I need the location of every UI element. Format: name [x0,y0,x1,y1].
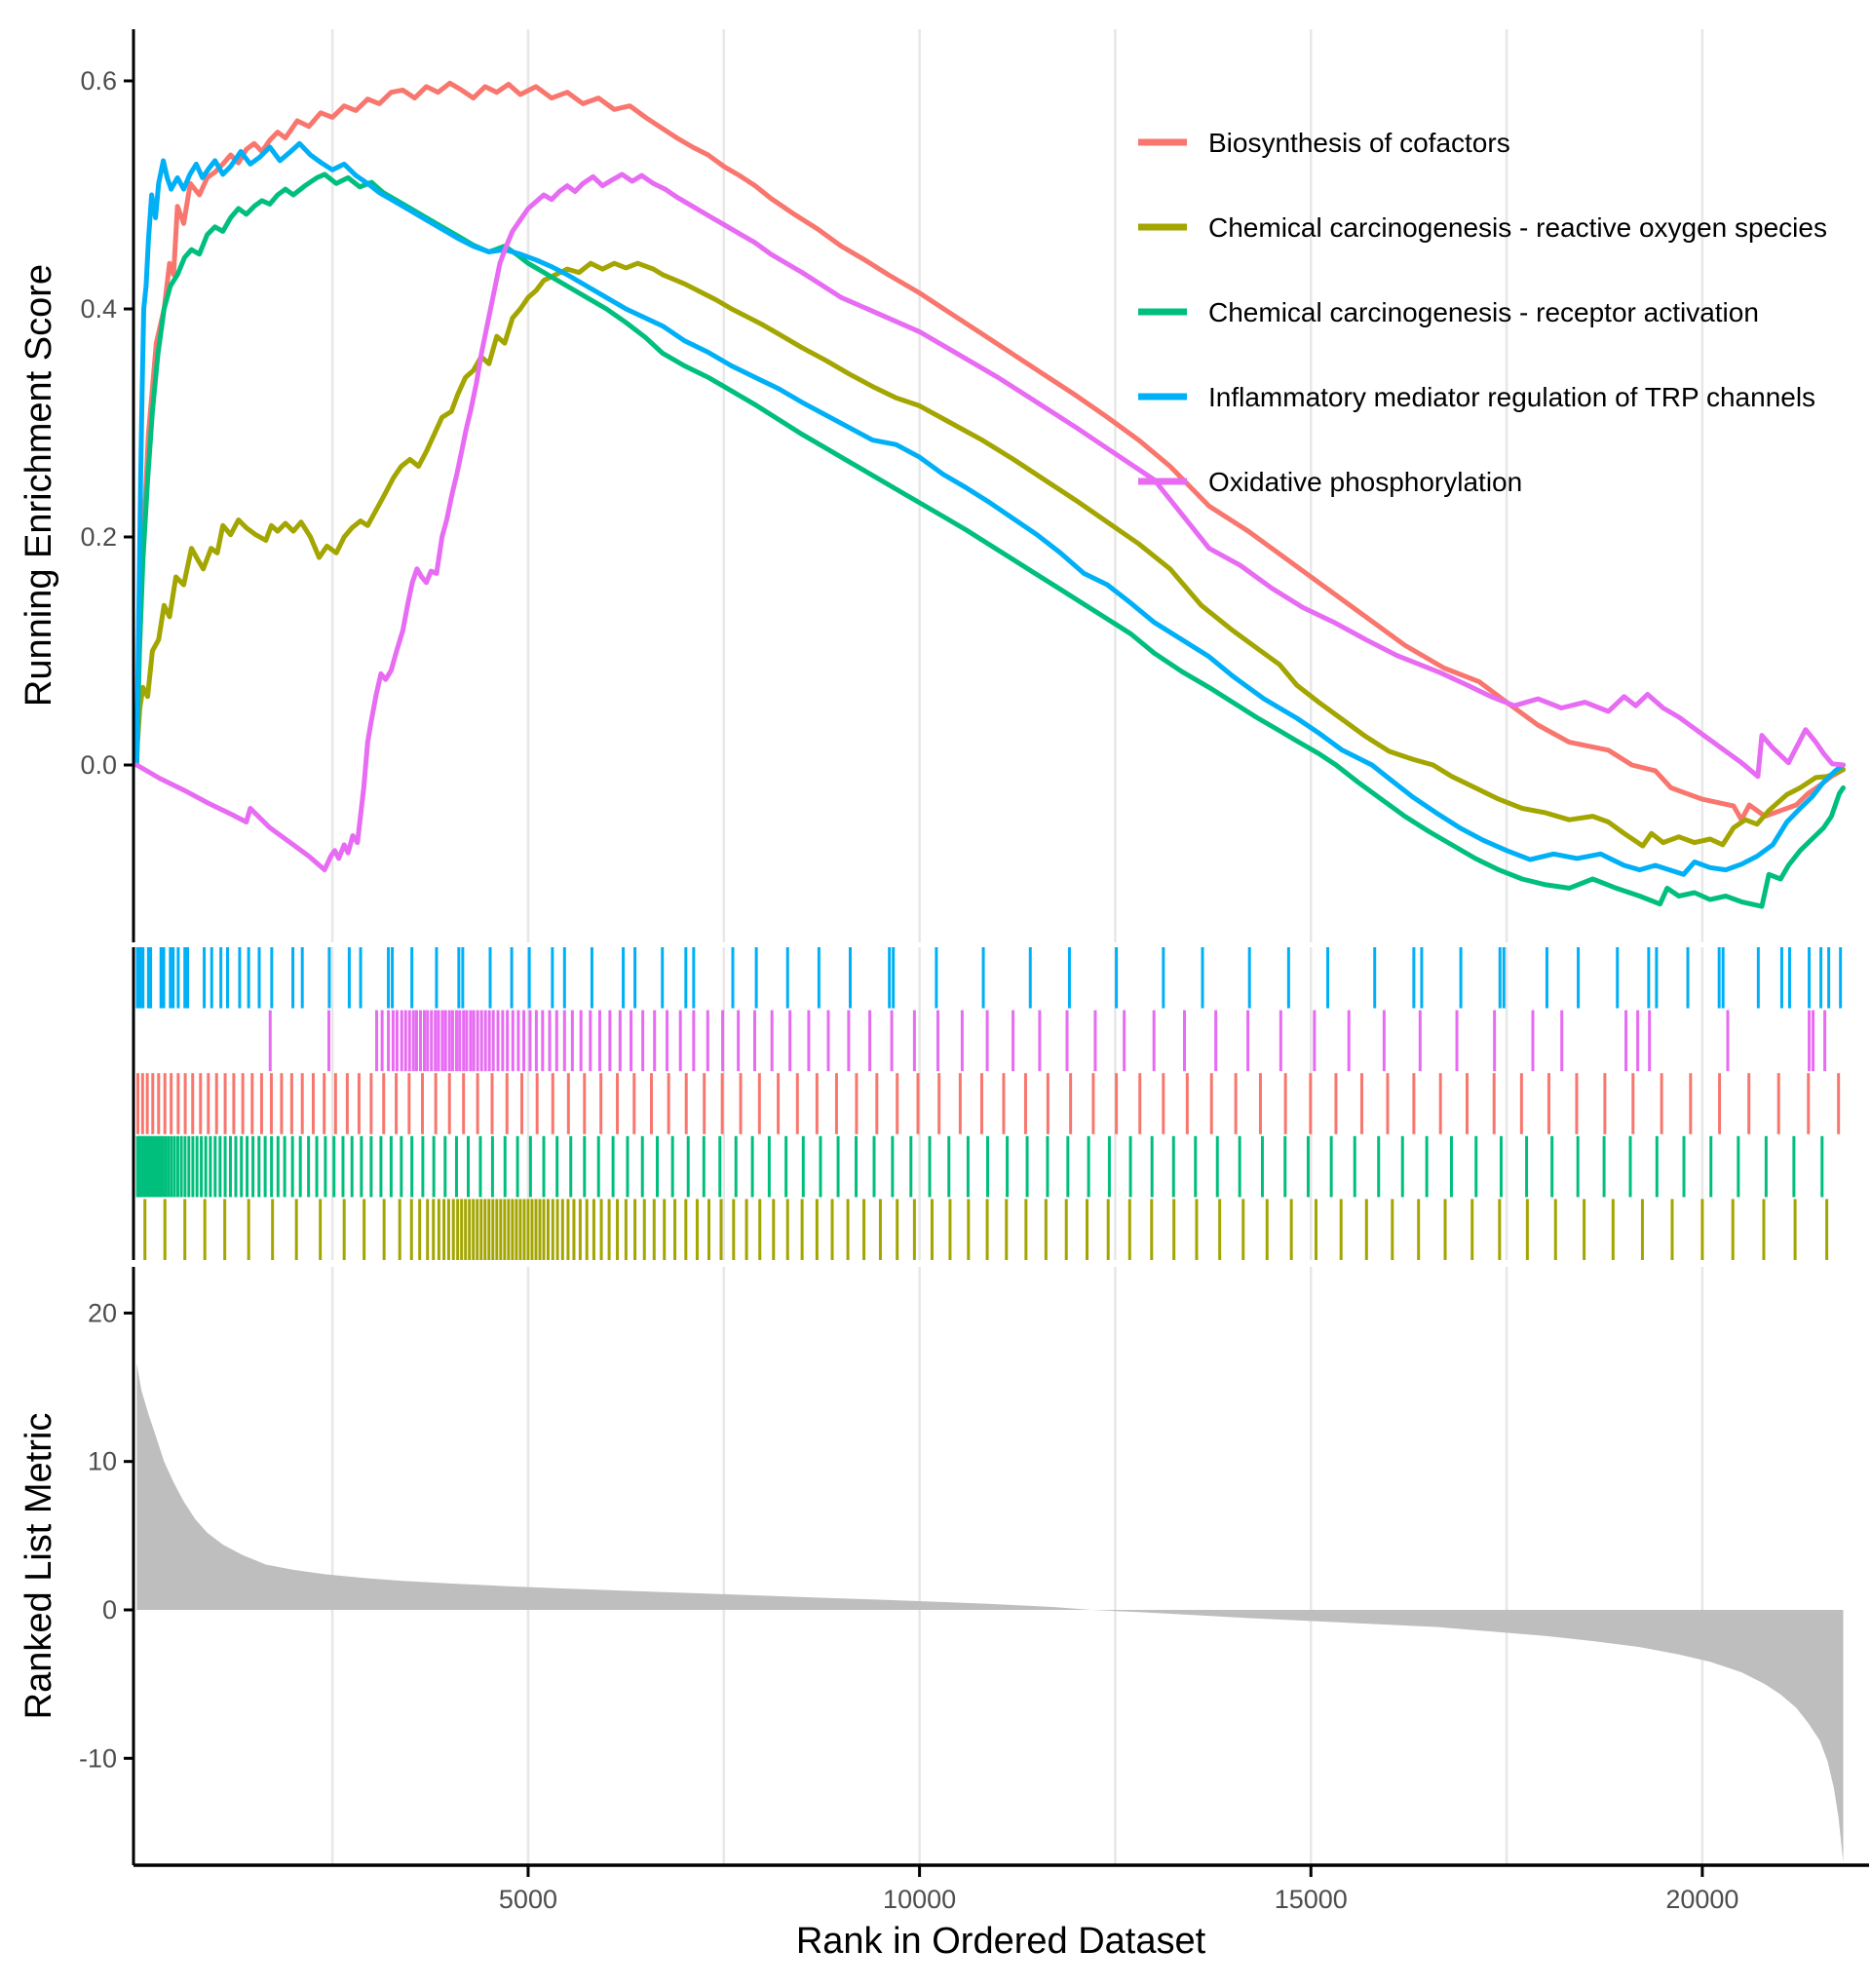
rug-row-biosynthesis-of-cofactors [136,1073,1841,1134]
y-axis-title-enrichment: Running Enrichment Score [19,264,59,707]
legend-entry: Chemical carcinogenesis - reactive oxyge… [1138,212,1827,243]
es-curve-inflammatory-mediator-regulation-of-trp-channels [134,140,1846,877]
legend-label: Inflammatory mediator regulation of TRP … [1208,382,1815,412]
es-curve-chemical-carcinogenesis-receptor-activation [134,172,1846,909]
x-tick-label-15000: 15000 [1275,1885,1348,1914]
y-tick-label-es-0.2: 0.2 [80,522,117,552]
x-tick-label-10000: 10000 [883,1885,956,1914]
legend-entry: Chemical carcinogenesis - receptor activ… [1138,297,1759,327]
y-axis-title-ranked-metric: Ranked List Metric [19,1413,59,1720]
axes-layer [124,29,1869,1877]
legend-entry: Inflammatory mediator regulation of TRP … [1138,382,1815,412]
x-axis-title: Rank in Ordered Dataset [796,1921,1206,1962]
es-curve-chemical-carcinogenesis-reactive-oxygen-species [134,260,1846,849]
legend: Biosynthesis of cofactors Chemical carci… [1138,128,1827,497]
y-tick-label-es-0.0: 0.0 [80,750,117,780]
legend-label: Biosynthesis of cofactors [1208,128,1510,158]
y-tick-label-metric--10: -10 [79,1743,117,1773]
legend-entry: Biosynthesis of cofactors [1138,128,1510,158]
y-tick-label-metric-10: 10 [88,1447,117,1476]
rug-row-inflammatory-mediator-regulation-of-trp-channels [135,947,1843,1009]
es-curve-oxidative-phosphorylation [134,172,1846,873]
x-tick-label-20000: 20000 [1665,1885,1738,1914]
rug-row-chemical-carcinogenesis-reactive-oxygen-species [143,1199,1829,1260]
ranked-list-metric-area [136,1363,1844,1862]
x-tick-label-5000: 5000 [499,1885,557,1914]
ranked-metric-area-layer [136,1363,1844,1862]
legend-label: Oxidative phosphorylation [1208,467,1522,497]
y-tick-label-es-0.6: 0.6 [80,66,117,96]
legend-label: Chemical carcinogenesis - receptor activ… [1208,297,1759,327]
legend-entry: Oxidative phosphorylation [1138,467,1522,497]
y-tick-label-metric-0: 0 [102,1595,117,1625]
gene-rug-layer [135,947,1843,1260]
rug-row-oxidative-phosphorylation [268,1010,1827,1072]
rug-row-chemical-carcinogenesis-receptor-activation [135,1135,1824,1198]
tick-labels-layer: 0.0 0.2 0.4 0.6 -10 0 10 20 5000 10000 15000 20000 [79,66,1738,1914]
enrichment-curves-layer [134,80,1846,909]
es-curve-biosynthesis-of-cofactors [134,80,1846,822]
y-tick-label-es-0.4: 0.4 [80,294,117,324]
y-tick-label-metric-20: 20 [88,1298,117,1327]
legend-label: Chemical carcinogenesis - reactive oxyge… [1208,212,1827,243]
